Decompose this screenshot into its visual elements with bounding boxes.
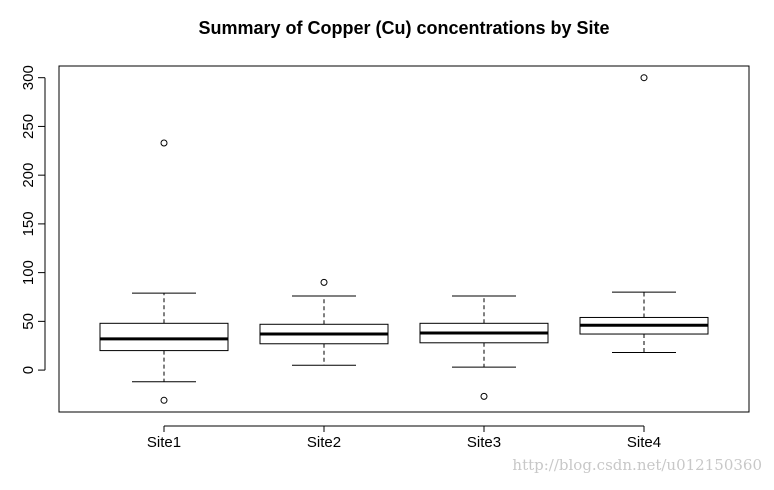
boxes-group (99, 74, 709, 404)
outlier-point (320, 278, 328, 286)
y-tick-label: 0 (20, 366, 37, 374)
y-axis: 0 50 100 150 200 250 300 (20, 65, 46, 374)
x-axis: Site1 Site2 Site3 Site4 (147, 425, 661, 451)
plot-frame (58, 65, 750, 413)
chart-title: Summary of Copper (Cu) concentrations by… (198, 18, 609, 38)
y-tick-label: 100 (20, 260, 37, 285)
watermark-text: http://blog.csdn.net/u012150360 (512, 456, 762, 474)
outlier-point (640, 74, 648, 82)
x-tick-label: Site1 (147, 434, 181, 451)
outlier-point (480, 392, 488, 400)
y-tick-label: 300 (20, 65, 37, 90)
box-site4 (579, 74, 709, 354)
iqr-box (99, 322, 229, 352)
box-site2 (259, 278, 389, 366)
x-tick-label: Site3 (467, 434, 501, 451)
x-tick-label: Site4 (627, 434, 661, 451)
box-site1 (99, 139, 229, 404)
outlier-point (160, 396, 168, 404)
y-tick-label: 200 (20, 163, 37, 188)
box-site3 (419, 295, 549, 400)
y-tick-label: 250 (20, 114, 37, 139)
y-tick-label: 150 (20, 211, 37, 236)
outlier-point (160, 139, 168, 147)
x-tick-label: Site2 (307, 434, 341, 451)
y-tick-label: 50 (20, 313, 37, 330)
